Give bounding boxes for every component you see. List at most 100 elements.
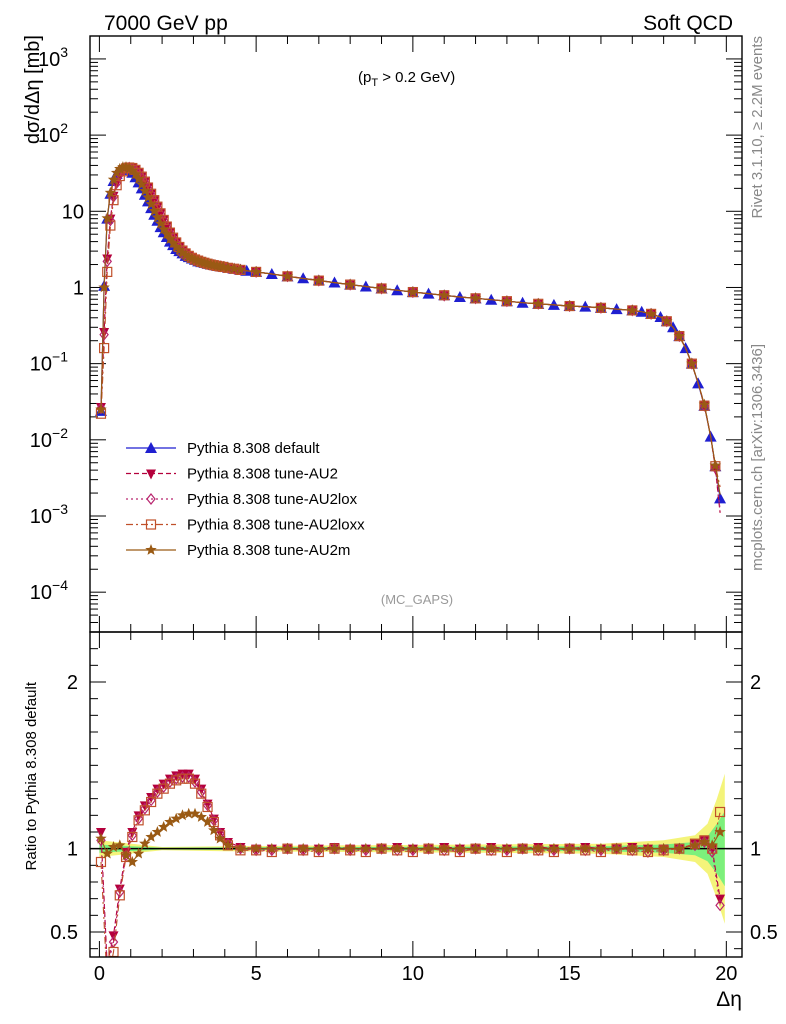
ratio-point: [626, 842, 638, 854]
main-ytick-label: 10−3: [30, 501, 68, 528]
main-ytick-label: 102: [38, 120, 68, 147]
main-point: [313, 274, 325, 286]
main-point: [714, 492, 727, 504]
legend-label: Pythia 8.308 tune-AU2m: [187, 542, 350, 559]
main-series-4: [95, 161, 722, 495]
main-point: [234, 263, 247, 275]
main-point: [98, 281, 110, 293]
ratio-point: [454, 842, 466, 854]
main-ytick-label: 1: [73, 277, 84, 299]
main-ytick-label: 10−2: [30, 425, 68, 452]
main-point: [99, 342, 110, 354]
main-point: [661, 315, 673, 327]
main-point: [250, 265, 262, 277]
main-point: [107, 173, 120, 185]
main-series-line: [100, 166, 721, 511]
ratio-point: [266, 842, 278, 854]
ratio-point: [532, 842, 544, 854]
legend-label: Pythia 8.308 default: [187, 440, 320, 457]
ratio-series-3: [95, 807, 726, 867]
main-point: [698, 398, 711, 410]
ratio-point: [139, 805, 150, 816]
ratio-point: [422, 842, 435, 854]
ratio-point: [344, 842, 356, 854]
header-right: Soft QCD: [643, 12, 733, 35]
main-point: [101, 212, 113, 224]
main-ticks: [90, 35, 742, 633]
ratio-point: [114, 890, 125, 901]
ratio-point: [183, 771, 194, 783]
main-point: [167, 237, 179, 249]
x-tick-label: 10: [402, 963, 424, 985]
main-point: [142, 191, 154, 203]
main-point: [126, 164, 138, 176]
rivet-label: Rivet 3.1.10, ≥ 2.2M events: [749, 36, 766, 219]
main-point: [158, 223, 170, 235]
ratio-point: [171, 775, 182, 786]
ratio-point: [196, 788, 207, 799]
ratio-point: [485, 842, 497, 854]
ratio-ytick-left: 2: [67, 672, 78, 694]
ratio-point: [165, 776, 175, 788]
main-point: [344, 278, 356, 290]
main-series-2: [96, 161, 721, 511]
ratio-point: [313, 842, 325, 854]
legend-marker: [145, 442, 157, 453]
main-point: [228, 262, 240, 274]
main-point: [102, 255, 113, 268]
ratio-point: [127, 829, 138, 842]
main-point: [105, 220, 116, 231]
ratio-point: [196, 786, 207, 798]
main-point: [129, 168, 142, 180]
ratio-point: [127, 831, 138, 843]
ratio-point: [234, 842, 247, 854]
main-point: [563, 300, 576, 311]
ratio-point: [469, 842, 482, 854]
legend-marker: [146, 469, 156, 480]
ratio-series-0: [95, 769, 726, 957]
ratio-point: [208, 824, 220, 836]
main-series-line: [100, 166, 721, 513]
x-axis-label: Δη: [716, 988, 742, 1011]
legend-label: Pythia 8.308 tune-AU2lox: [187, 491, 358, 508]
ratio-ytick-left: 0.5: [50, 922, 78, 944]
ratio-point: [407, 842, 419, 854]
ratio-point: [133, 815, 144, 826]
x-tick-label: 20: [715, 963, 737, 985]
ratio-point: [715, 899, 725, 912]
main-point: [148, 205, 160, 216]
ratio-point: [176, 809, 189, 821]
main-point: [626, 304, 638, 316]
ratio-point: [120, 849, 132, 861]
legend: Pythia 8.308 default Pythia 8.308 tune-AU…: [126, 440, 365, 559]
main-point: [132, 173, 145, 184]
analysis-annotation: (MC_GAPS): [381, 592, 453, 607]
legend-entry: Pythia 8.308 tune-AU2m: [126, 542, 350, 559]
main-point: [375, 282, 388, 294]
ratio-point: [214, 832, 226, 844]
ratio-point: [95, 856, 107, 868]
ratio-point: [158, 821, 170, 832]
ratio-point: [164, 778, 176, 789]
ratio-point: [657, 842, 670, 854]
cut-annotation: (pT > 0.2 GeV): [358, 69, 455, 89]
ratio-frame: [89, 631, 743, 958]
legend-marker: [145, 544, 157, 555]
ratio-ytick-right: 0.5: [750, 922, 778, 944]
ratio-point: [297, 842, 309, 854]
ratio-point: [579, 842, 591, 854]
ratio-point: [114, 839, 126, 851]
ratio-point: [158, 781, 169, 793]
ratio-point: [516, 842, 529, 854]
ratio-point: [222, 839, 234, 851]
main-point: [114, 162, 126, 174]
main-ytick-label: 103: [38, 44, 68, 71]
main-point: [95, 403, 107, 415]
ratio-point: [126, 856, 138, 867]
ratio-point: [610, 842, 623, 854]
ratio-point: [146, 796, 157, 808]
ratio-point: [95, 832, 107, 844]
ratio-point: [152, 786, 163, 798]
ratio-ticks: [90, 632, 742, 957]
ratio-point: [164, 816, 176, 827]
